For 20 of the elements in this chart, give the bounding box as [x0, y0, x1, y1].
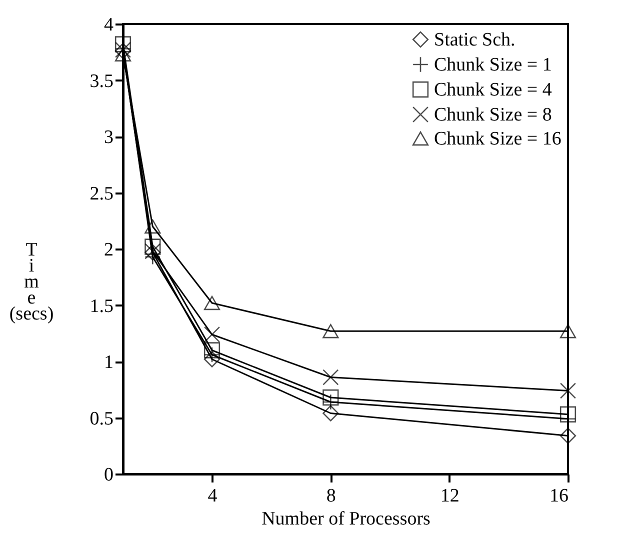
y-tick-label: 2.5: [90, 183, 114, 204]
x-tick-label: 16: [550, 486, 568, 506]
legend-label: Chunk Size = 16: [434, 128, 562, 150]
x-tick-label: 8: [326, 486, 336, 506]
x-axis-title: Number of Processors: [262, 508, 430, 530]
y-tick-label: 3.5: [90, 70, 114, 92]
y-tick-label: 0: [104, 464, 114, 486]
y-tick-label: 4: [104, 14, 114, 36]
legend-label: Chunk Size = 4: [434, 80, 552, 100]
y-tick-label: 1: [104, 352, 114, 373]
legend-label: Chunk Size = 1: [434, 54, 552, 76]
legend-label: Static Sch.: [434, 30, 516, 50]
y-tick-label: 1.5: [90, 296, 114, 317]
x-tick-label: 12: [440, 486, 460, 506]
y-tick-label: 3: [104, 127, 114, 148]
y-axis-title: Time (secs): [9, 240, 54, 324]
x-tick-label: 4: [208, 486, 218, 506]
y-tick-label: 0.5: [90, 408, 114, 430]
legend-label: Chunk Size = 8: [434, 104, 552, 126]
y-tick-label: 2: [104, 240, 114, 260]
